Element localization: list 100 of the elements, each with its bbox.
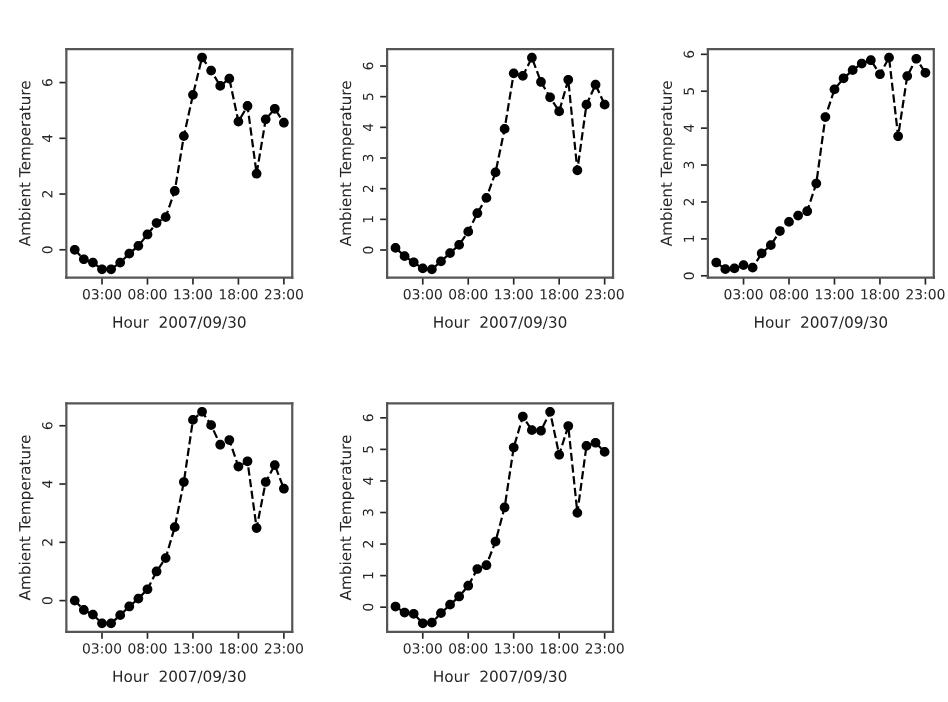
point (738, 260, 749, 270)
point (427, 264, 437, 275)
point (902, 71, 913, 81)
point (224, 435, 235, 445)
point (188, 89, 198, 100)
point (169, 522, 180, 533)
point (508, 68, 519, 79)
point (69, 244, 80, 255)
point (793, 210, 803, 221)
point (233, 116, 244, 127)
point (124, 248, 135, 259)
point (765, 240, 776, 251)
point (590, 437, 601, 448)
point (756, 248, 767, 259)
point (215, 439, 226, 450)
point (856, 58, 867, 69)
point (811, 178, 822, 189)
point (920, 67, 931, 78)
point (536, 77, 546, 87)
point (417, 618, 428, 629)
point (884, 52, 894, 63)
point (508, 442, 519, 453)
point (463, 226, 474, 237)
point (911, 53, 922, 64)
point (711, 257, 722, 268)
point (206, 65, 216, 76)
point (106, 264, 116, 275)
point (390, 601, 401, 612)
point (206, 420, 216, 431)
point (390, 243, 401, 253)
point (517, 411, 528, 422)
point (490, 167, 501, 178)
point (875, 69, 885, 80)
point (242, 101, 253, 111)
point (499, 124, 510, 134)
point (527, 425, 537, 435)
point (893, 131, 903, 142)
point (499, 502, 510, 513)
point (88, 257, 98, 268)
point (545, 92, 555, 103)
point (563, 74, 574, 85)
point (115, 610, 126, 621)
point (527, 52, 537, 63)
point (572, 507, 583, 518)
point (554, 449, 565, 460)
point (599, 99, 610, 110)
point (151, 566, 162, 577)
point (572, 165, 583, 176)
point (563, 421, 574, 431)
point (417, 263, 428, 274)
point (224, 73, 235, 84)
point (133, 593, 144, 604)
point (197, 406, 207, 417)
point (197, 52, 207, 63)
point (188, 415, 198, 425)
point (178, 477, 189, 487)
point (124, 601, 135, 612)
point (178, 131, 189, 141)
point (581, 99, 592, 110)
point (599, 447, 610, 457)
point (517, 70, 528, 81)
point (78, 254, 89, 265)
point (481, 560, 492, 571)
point (106, 618, 116, 629)
point (160, 212, 171, 223)
point (97, 618, 107, 629)
point (536, 425, 546, 436)
point (472, 208, 483, 219)
point (445, 599, 455, 610)
point (829, 84, 840, 95)
point (233, 461, 244, 472)
point (847, 65, 858, 76)
point (97, 264, 107, 275)
point (399, 251, 410, 262)
point (169, 186, 180, 196)
point (408, 257, 419, 268)
point (802, 206, 813, 217)
point (436, 608, 446, 619)
point (590, 79, 601, 90)
point (454, 591, 465, 602)
point (242, 456, 253, 467)
point (69, 595, 80, 606)
point (279, 117, 289, 128)
point (820, 112, 831, 122)
point (269, 103, 280, 114)
point (784, 217, 794, 227)
point (445, 248, 455, 258)
point (279, 483, 289, 494)
point (142, 584, 153, 595)
point (251, 523, 262, 533)
point (454, 239, 465, 250)
point (215, 81, 226, 91)
point (865, 55, 876, 66)
point (463, 580, 474, 591)
point (581, 441, 592, 451)
point (78, 605, 89, 615)
point (775, 226, 785, 236)
point (133, 241, 144, 251)
point (720, 264, 731, 275)
point (151, 218, 162, 228)
